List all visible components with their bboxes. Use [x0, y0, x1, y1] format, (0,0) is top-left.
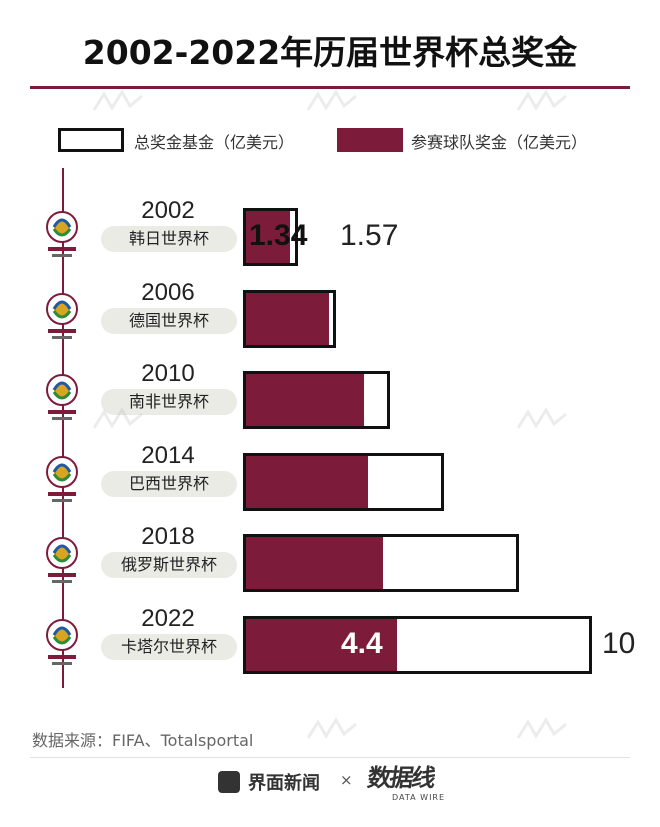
row-year: 2018	[141, 523, 195, 550]
jiemian-logo-icon	[218, 771, 240, 793]
bar-team-2006	[246, 293, 329, 345]
label-team-2022: 4.4	[341, 627, 383, 660]
bar-total-2010	[243, 371, 390, 429]
bar-team-2002	[246, 211, 290, 263]
bar-total-2018	[243, 534, 519, 592]
legend-label-team: 参赛球队奖金（亿美元）	[411, 133, 588, 152]
data-wire-logo-sub: DATA WIRE	[392, 793, 446, 802]
row-year: 2022	[141, 605, 195, 632]
emblem-2014-icon	[40, 452, 84, 508]
watermark-icon	[304, 88, 364, 118]
bar-team-2014	[246, 456, 368, 508]
row-year: 2014	[141, 442, 195, 469]
bar-team-2018	[246, 537, 383, 589]
footer-brand: 界面新闻	[248, 773, 320, 794]
row-cup-name: 巴西世界杯	[101, 471, 237, 497]
emblem-2006-icon	[40, 289, 84, 345]
label-total-2002: 1.57	[340, 219, 399, 252]
watermark-icon	[90, 406, 150, 436]
watermark-icon	[514, 716, 574, 746]
legend-label-total: 总奖金基金（亿美元）	[134, 133, 295, 152]
legend-swatch-team	[337, 128, 403, 152]
bar-total-2006	[243, 290, 336, 348]
bar-team-2022	[246, 619, 397, 671]
row-year: 2010	[141, 360, 195, 387]
bar-team-2010	[246, 374, 364, 426]
watermark-icon	[514, 88, 574, 118]
row-cup-name: 俄罗斯世界杯	[101, 552, 237, 578]
row-year: 2006	[141, 279, 195, 306]
watermark-icon	[90, 88, 150, 118]
legend-swatch-total	[58, 128, 124, 152]
bar-total-2014	[243, 453, 444, 511]
bar-total-2002	[243, 208, 298, 266]
footer-divider	[30, 757, 630, 758]
emblem-2010-icon	[40, 370, 84, 426]
emblem-2022-icon	[40, 615, 84, 671]
emblem-2018-icon	[40, 533, 84, 589]
footer-separator: ×	[340, 771, 353, 789]
source-note: 数据来源：FIFA、Totalsportal	[32, 731, 254, 750]
row-cup-name: 韩日世界杯	[101, 226, 237, 252]
chart-title: 2002-2022年历届世界杯总奖金	[82, 33, 578, 72]
row-cup-name: 德国世界杯	[101, 308, 237, 334]
row-year: 2002	[141, 197, 195, 224]
row-cup-name: 南非世界杯	[101, 389, 237, 415]
watermark-icon	[304, 716, 364, 746]
emblem-2002-icon	[40, 207, 84, 263]
label-total-2022: 10	[602, 627, 636, 660]
title-divider	[30, 86, 630, 89]
label-team-2002: 1.34	[249, 219, 308, 252]
bar-total-2022	[243, 616, 592, 674]
timeline-line	[62, 168, 64, 688]
watermark-icon	[514, 406, 574, 436]
row-cup-name: 卡塔尔世界杯	[101, 634, 237, 660]
data-wire-logo: 数据线	[365, 764, 436, 792]
